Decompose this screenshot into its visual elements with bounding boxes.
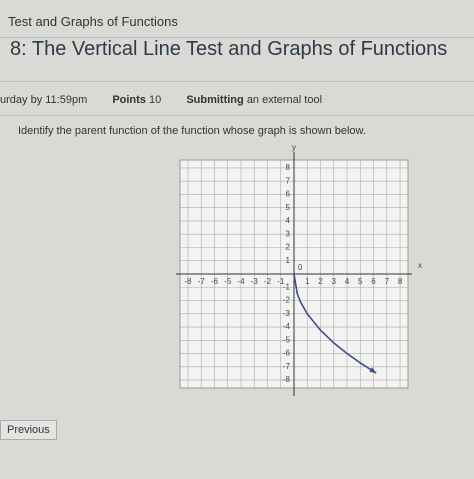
submitting: an external tool xyxy=(246,94,323,106)
question: Identify the parent function of the func… xyxy=(18,125,366,137)
divider xyxy=(0,115,474,116)
y-tick-label: -1 xyxy=(283,282,291,291)
y-tick-label: -5 xyxy=(283,335,291,344)
x-tick-label: 4 xyxy=(345,277,350,286)
divider xyxy=(0,37,474,38)
page-title: 8: The Vertical Line Test and Graphs of … xyxy=(10,38,448,60)
y-tick-label: -6 xyxy=(283,349,291,358)
x-tick-label: -5 xyxy=(224,277,232,286)
x-tick-label: -2 xyxy=(264,277,272,286)
y-tick-label: -7 xyxy=(283,362,291,371)
meta-row: urday by 11:59pm Points 10 Submitting an… xyxy=(0,94,322,106)
points: 10 xyxy=(149,94,162,106)
origin-label: 0 xyxy=(298,263,303,272)
breadcrumb[interactable]: Test and Graphs of Functions xyxy=(8,14,178,29)
due-date: urday by 11:59pm xyxy=(0,94,88,106)
y-tick-label: 2 xyxy=(286,243,291,252)
graph: -8 -7 -6 -5 -4 -3 -2 -1 1 2 3 4 5 6 7 8-8-7-6-5-4-3-2-1… xyxy=(176,143,422,396)
y-axis-label: y xyxy=(292,143,296,152)
curve xyxy=(293,273,377,374)
submitting-label: Submitting xyxy=(186,94,244,106)
y-tick-label: -4 xyxy=(283,322,291,331)
x-tick-label: -6 xyxy=(211,277,219,286)
x-tick-label: -7 xyxy=(198,277,206,286)
y-tick-label: 1 xyxy=(286,256,291,265)
y-tick-label: -8 xyxy=(283,375,291,384)
x-tick-label: -3 xyxy=(251,277,259,286)
y-tick-label: 6 xyxy=(286,190,291,199)
y-tick-label: 4 xyxy=(286,216,291,225)
x-tick-label: 6 xyxy=(371,277,376,286)
x-tick-label: 1 xyxy=(305,277,310,286)
y-tick-label: 8 xyxy=(286,163,291,172)
x-tick-label: 2 xyxy=(318,277,323,286)
x-axis-label: x xyxy=(418,261,422,270)
x-tick-label: 7 xyxy=(385,277,390,286)
points-label: Points xyxy=(112,94,146,106)
arrow-head xyxy=(369,367,377,374)
x-tick-label: -1 xyxy=(277,277,285,286)
x-tick-label: 8 xyxy=(398,277,403,286)
y-tick-label: -3 xyxy=(283,309,291,318)
previous-button[interactable]: Previous xyxy=(0,420,57,440)
x-tick-label: -8 xyxy=(184,277,192,286)
y-tick-label: -2 xyxy=(283,296,291,305)
divider xyxy=(0,81,474,82)
y-tick-label: 7 xyxy=(286,176,291,185)
x-tick-label: 3 xyxy=(332,277,337,286)
y-tick-label: 3 xyxy=(286,229,291,238)
x-tick-label: -4 xyxy=(237,277,245,286)
x-tick-label: 5 xyxy=(358,277,363,286)
y-tick-label: 5 xyxy=(286,203,291,212)
